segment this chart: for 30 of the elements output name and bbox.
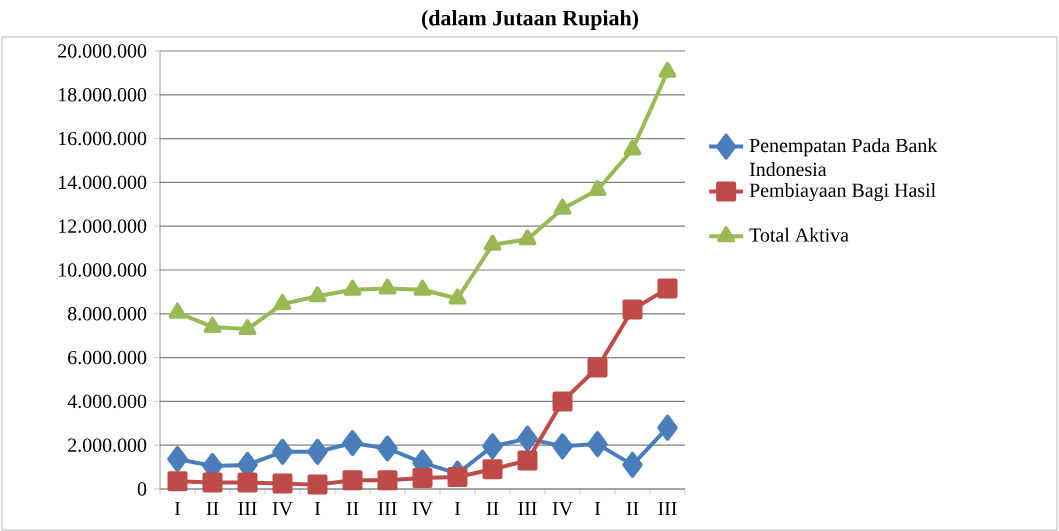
x-tick-label: I (314, 502, 321, 516)
y-tick-label: 4.000.000 (67, 394, 147, 409)
y-tick-label: 8.000.000 (68, 307, 147, 321)
x-tick-label: III (238, 502, 257, 516)
x-tick-label: II (486, 502, 499, 516)
x-tick-label: I (594, 502, 601, 516)
x-tick-label: I (174, 502, 181, 516)
legend-label: Penempatan Pada Bank Indonesia (749, 138, 938, 177)
x-tick-label: II (206, 502, 219, 516)
y-tick-label: 12.000.000 (59, 219, 147, 233)
x-tick-label: IV (272, 502, 293, 516)
x-tick-label: III (378, 502, 397, 516)
y-tick-label: 18.000.000 (59, 88, 147, 102)
y-tick-label: 0 (137, 482, 147, 496)
y-tick-label: 14.000.000 (59, 175, 147, 190)
x-tick-label: II (346, 502, 359, 516)
x-tick-label: IV (412, 502, 433, 516)
x-tick-label: IV (552, 502, 573, 516)
y-tick-label: 16.000.000 (59, 131, 147, 146)
y-tick-label: 6.000.000 (68, 350, 147, 365)
x-tick-label: II (626, 502, 639, 516)
x-tick-label: III (658, 502, 677, 516)
legend-label: Pembiayaan Bagi Hasil (749, 182, 936, 202)
x-tick-label: III (518, 502, 537, 516)
y-tick-label: 20.000.000 (58, 44, 147, 58)
legend-label: Total Aktiva (749, 227, 849, 242)
y-tick-label: 10.000.000 (59, 263, 147, 277)
chart-title: (dalam Jutaan Rupiah) (421, 10, 639, 30)
x-tick-label: I (454, 502, 461, 516)
y-tick-label: 2.000.000 (68, 438, 147, 452)
